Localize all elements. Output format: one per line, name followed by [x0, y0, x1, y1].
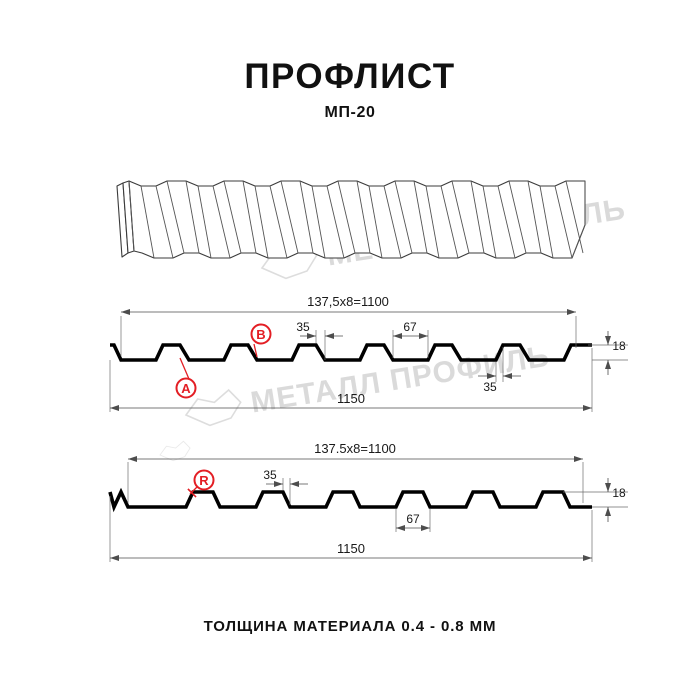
callout-b: B: [250, 323, 272, 358]
dim-top-flat-35-label: 35: [296, 320, 310, 334]
callout-r: R: [187, 469, 215, 498]
material-thickness-note: ТОЛЩИНА МАТЕРИАЛА 0.4 - 0.8 ММ: [203, 618, 497, 635]
watermark-profile-top: МЕТАЛЛ ПРОФИЛЬ: [184, 340, 552, 427]
dim-bottom-flat-67-label: 67: [403, 320, 417, 334]
dim-bottom-top-flat-35-label: 35: [263, 468, 277, 482]
dim-pitch-bottom: 137.5x8=1100: [127, 441, 584, 503]
dim-lower-flat-35: 35: [478, 347, 521, 394]
callout-r-label: R: [199, 473, 209, 488]
dim-height-18-top-label: 18: [612, 339, 626, 353]
dim-overall-bottom-label: 1150: [337, 541, 365, 556]
dim-overall-top: 1150: [109, 348, 593, 412]
dim-bottom-flat-67-2-label: 67: [406, 512, 420, 526]
dim-bottom-flat-67-2: 67: [395, 509, 431, 532]
dim-height-18-top: 18: [588, 331, 628, 375]
dim-height-18-bottom: 18: [563, 478, 628, 522]
callout-a-label: A: [181, 381, 191, 396]
isometric-sheet-view: [116, 180, 586, 259]
dim-bottom-top-flat-35: 35: [263, 468, 308, 505]
callout-b-circle: [250, 323, 272, 345]
dim-pitch-bottom-label: 137.5x8=1100: [314, 441, 396, 456]
dim-height-18-bottom-label: 18: [612, 486, 626, 500]
profile-bottom-section: 137.5x8=1100 1150 35: [108, 441, 628, 562]
model-subtitle: МП-20: [324, 104, 376, 121]
profile-top-section: 137,5x8=1100 1150 35: [109, 294, 628, 412]
page-title: ПРОФЛИСТ: [244, 57, 456, 96]
profile-top-waveform: [110, 343, 592, 362]
dim-lower-flat-35-label: 35: [483, 380, 497, 394]
dim-overall-bottom: 1150: [109, 496, 593, 562]
watermark-profile-bottom: [159, 440, 191, 462]
callout-a: A: [175, 357, 197, 399]
dim-bottom-flat-67: 67: [392, 320, 429, 358]
callout-a-circle: [175, 377, 197, 399]
callout-b-label: B: [256, 327, 265, 342]
dim-pitch-top: 137,5x8=1100: [120, 294, 577, 356]
dim-overall-top-label: 1150: [337, 391, 365, 406]
dim-top-flat-35: 35: [296, 320, 343, 360]
dim-pitch-top-label: 137,5x8=1100: [307, 294, 389, 309]
profile-bottom-waveform: [108, 487, 592, 513]
callout-r-circle: [193, 469, 215, 491]
watermark-text-2: МЕТАЛЛ ПРОФИЛЬ: [248, 340, 552, 420]
